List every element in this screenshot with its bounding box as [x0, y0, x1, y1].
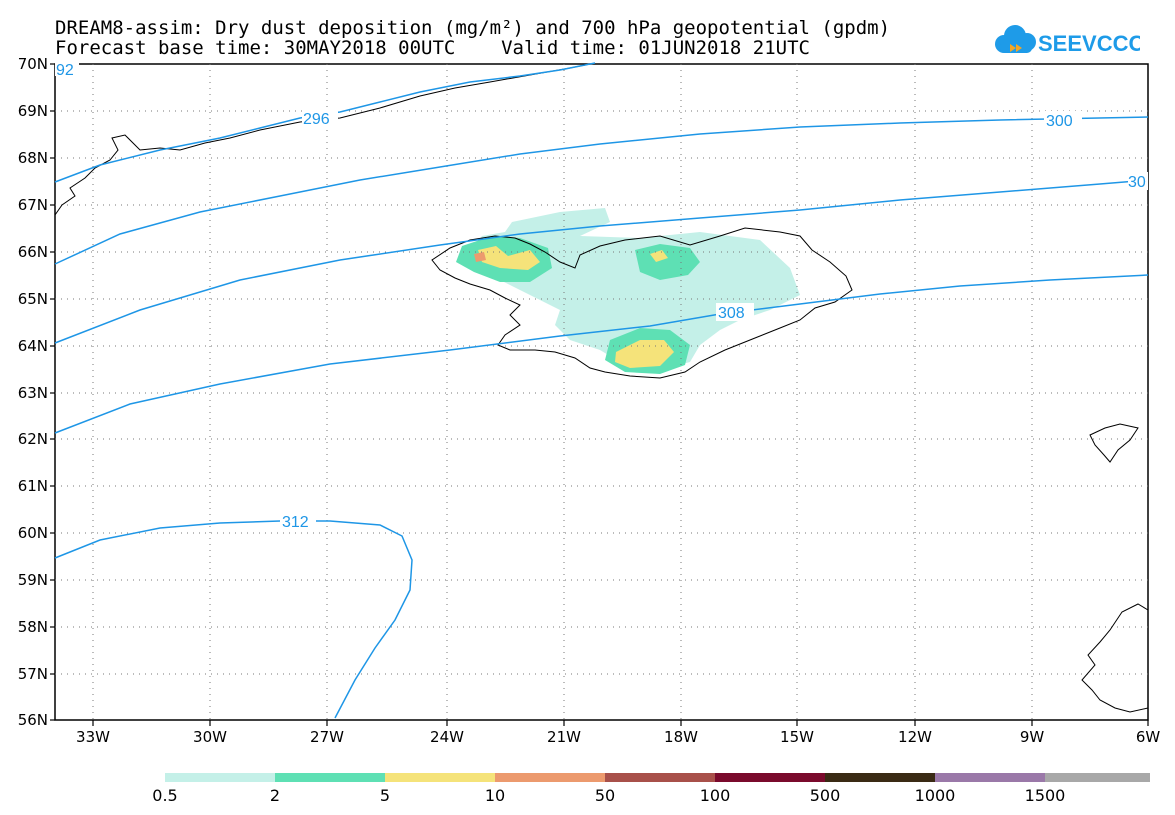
logo-text: SEEVCCC [1038, 31, 1140, 56]
lon-label-15w: 15W [780, 728, 814, 746]
lat-label-68n: 68N [17, 149, 48, 167]
legend-label-10: 10 [484, 786, 506, 805]
lat-label-66n: 66N [17, 243, 48, 261]
contour-300 [54, 116, 1149, 265]
lon-label-18w: 18W [664, 728, 698, 746]
geopotential-contours [54, 62, 1149, 719]
lat-label-58n: 58N [17, 618, 48, 636]
contour-308 [54, 274, 1149, 434]
contour-296 [54, 62, 596, 183]
contour-label-312: 312 [282, 514, 309, 531]
dust-area-mid-ne [635, 244, 700, 280]
contour-label-292: 92 [56, 62, 74, 79]
contour-label-304: 30 [1128, 174, 1146, 191]
lat-gridlines [55, 110, 1148, 675]
legend-swatch-2 [275, 773, 385, 782]
legend-label-5: 5 [379, 786, 391, 805]
lat-label-61n: 61N [17, 477, 48, 495]
dust-shading [456, 208, 800, 374]
legend-swatch-6 [715, 773, 825, 782]
lon-gridlines [92, 64, 1033, 720]
dust-area-high-s [615, 340, 674, 368]
lon-label-30w: 30W [193, 728, 227, 746]
legend-swatch-4 [495, 773, 605, 782]
lon-label-12w: 12W [898, 728, 932, 746]
seevccc-logo: SEEVCCC [995, 25, 1140, 56]
legend-swatch-7 [825, 773, 935, 782]
legend-swatch-8 [935, 773, 1045, 782]
legend-label-1500: 1500 [1024, 786, 1066, 805]
lat-label-67n: 67N [17, 196, 48, 214]
legend-label-100: 100 [699, 786, 731, 805]
coast-iceland [431, 227, 853, 379]
legend-label-50: 50 [594, 786, 616, 805]
lat-label-59n: 59N [17, 571, 48, 589]
legend-swatch-1 [165, 773, 275, 782]
title-line-2: Forecast base time: 30MAY2018 00UTC Vali… [55, 37, 810, 59]
dust-area-high-ne [650, 250, 668, 262]
legend-swatch-5 [605, 773, 715, 782]
axis-ticks [50, 63, 1149, 726]
contour-label-308: 308 [718, 305, 745, 322]
lat-label-64n: 64N [17, 337, 48, 355]
coast-scotland [1081, 603, 1149, 713]
contour-label-300: 300 [1046, 113, 1073, 130]
contour-labels: 92 296 300 30 308 312 [55, 62, 1148, 531]
lat-label-60n: 60N [17, 524, 48, 542]
lon-label-6w: 6W [1135, 728, 1161, 746]
lon-label-33w: 33W [76, 728, 110, 746]
contour-label-296: 296 [303, 111, 330, 128]
lon-label-9w: 9W [1019, 728, 1045, 746]
contour-312 [54, 520, 413, 719]
title-line-1: DREAM8-assim: Dry dust deposition (mg/m²… [55, 17, 891, 39]
coastlines [54, 63, 1149, 713]
legend-label-0-5: 0.5 [152, 786, 178, 805]
lat-label-56n: 56N [17, 711, 48, 729]
legend-label-500: 500 [809, 786, 841, 805]
lat-label-57n: 57N [17, 665, 48, 683]
map-frame [54, 63, 1149, 721]
lat-label-63n: 63N [17, 384, 48, 402]
cloud-icon [995, 25, 1036, 53]
lon-label-24w: 24W [430, 728, 464, 746]
lat-label-69n: 69N [17, 102, 48, 120]
legend-swatch-9 [1045, 773, 1150, 782]
coast-greenland [54, 63, 591, 216]
lat-label-62n: 62N [17, 430, 48, 448]
lon-label-27w: 27W [310, 728, 344, 746]
legend-label-1000: 1000 [914, 786, 956, 805]
coast-faroe [1089, 423, 1139, 463]
lat-label-65n: 65N [17, 290, 48, 308]
legend-label-2: 2 [269, 786, 281, 805]
dust-area-higher-nw [474, 252, 486, 262]
dust-area-low [470, 208, 800, 370]
lon-label-21w: 21W [547, 728, 581, 746]
legend-swatch-3 [385, 773, 495, 782]
lat-label-70n: 70N [17, 55, 48, 73]
contour-304 [54, 179, 1149, 344]
